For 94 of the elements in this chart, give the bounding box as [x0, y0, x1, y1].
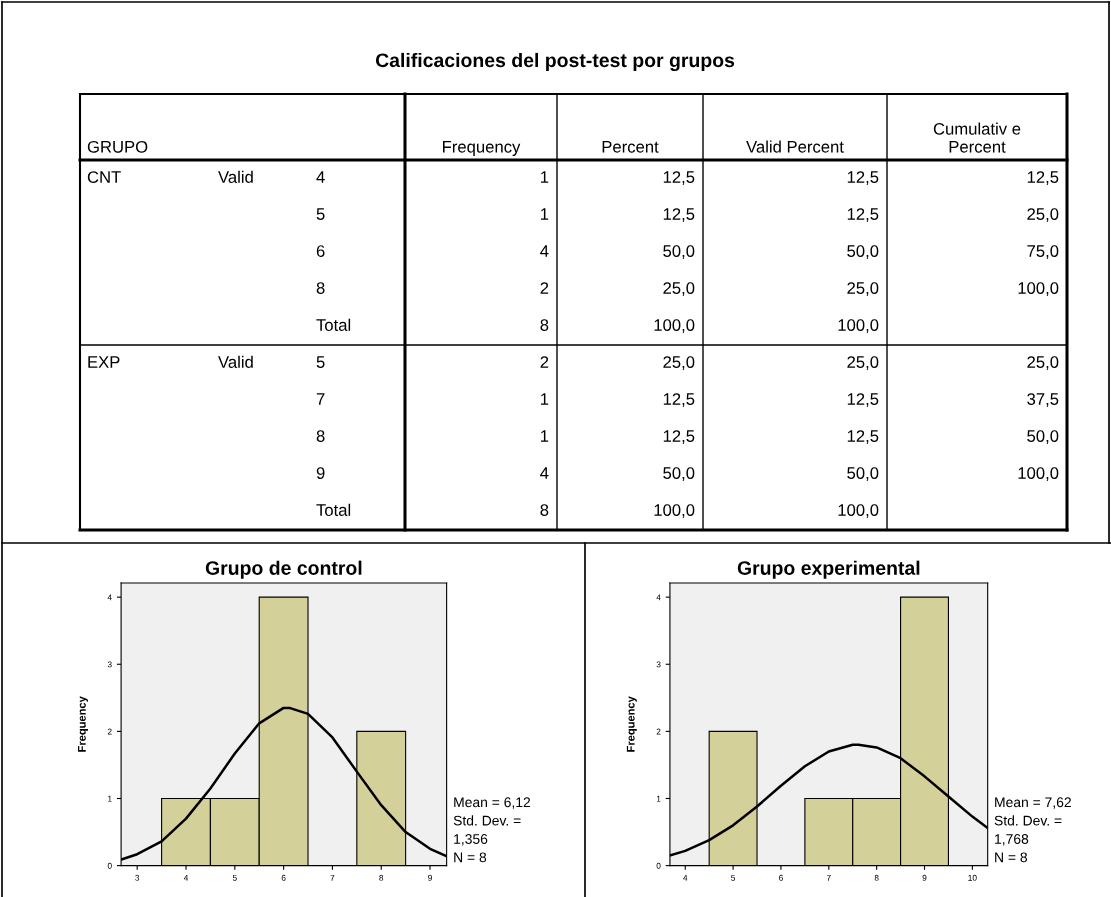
- text: 1,768: [995, 834, 1029, 846]
- x-tick-label: 7: [330, 874, 335, 881]
- text: Mean = 6,12: [454, 797, 531, 809]
- y-axis-title: Frequency: [626, 696, 637, 752]
- text: Total: [316, 318, 351, 331]
- x-tick-label: 5: [232, 874, 237, 881]
- y-tick-label: 2: [656, 728, 661, 735]
- text: Std. Dev. =: [994, 815, 1062, 826]
- text: 4: [316, 171, 325, 183]
- text: 75,0: [1027, 245, 1059, 259]
- x-tick-label: 4: [683, 874, 688, 881]
- text: 50,0: [847, 467, 879, 481]
- y-axis-title: Frequency: [78, 696, 88, 752]
- y-tick-label: 1: [656, 795, 661, 802]
- text: 5: [316, 208, 325, 220]
- text: 1: [541, 208, 549, 220]
- text: 25,0: [847, 282, 879, 296]
- text: 8: [540, 504, 549, 516]
- category-label: Percent: [602, 141, 659, 153]
- text: 50,0: [1027, 430, 1059, 444]
- x-tick-label: 6: [281, 874, 286, 881]
- chart-title: Grupo experimental: [737, 560, 920, 579]
- text: 7: [316, 393, 325, 405]
- y-tick-label: 3: [656, 661, 661, 668]
- text: EXP: [88, 356, 120, 368]
- category-label: Valid Percent: [746, 140, 844, 153]
- text: 12,5: [663, 208, 695, 222]
- text: 25,0: [663, 282, 695, 296]
- text: 25,0: [1027, 356, 1059, 370]
- text: 25,0: [847, 356, 879, 370]
- y-tick-label: 4: [656, 594, 661, 601]
- category-label: GRUPO: [87, 140, 148, 153]
- text: 8: [316, 282, 325, 294]
- text: N = 8: [995, 852, 1028, 863]
- category-label: Cumulativ e Percent: [933, 122, 1021, 153]
- text: 1: [541, 171, 549, 183]
- text: 37,5: [1027, 393, 1059, 407]
- text: N = 8: [454, 852, 487, 863]
- y-tick-label: 2: [107, 728, 112, 735]
- text: 12,5: [847, 393, 879, 407]
- x-tick-label: 3: [135, 874, 140, 881]
- y-tick-label: 3: [107, 661, 112, 668]
- text: Calificaciones del post-test por grupos: [375, 52, 735, 72]
- text: Total: [316, 503, 351, 516]
- text: 2: [540, 356, 549, 368]
- text: 100,0: [654, 319, 695, 333]
- text: Valid: [218, 355, 253, 368]
- text: 50,0: [663, 467, 695, 481]
- text: 12,5: [663, 393, 695, 407]
- text: 100,0: [1018, 282, 1059, 296]
- text: 12,5: [663, 430, 695, 444]
- text: 1,356: [454, 834, 488, 846]
- text: 12,5: [847, 208, 879, 222]
- x-tick-label: 8: [379, 874, 384, 881]
- y-tick-label: 1: [108, 795, 112, 802]
- text: 25,0: [663, 356, 695, 370]
- text: 50,0: [847, 245, 879, 259]
- y-tick-label: 4: [107, 594, 112, 601]
- y-tick-label: 0: [107, 862, 112, 869]
- x-tick-label: 6: [779, 874, 783, 881]
- text: 2: [540, 282, 549, 294]
- text: 100,0: [654, 504, 695, 518]
- text: 25,0: [1027, 208, 1059, 222]
- text: 4: [540, 245, 549, 257]
- text: Valid: [218, 170, 253, 183]
- text: 4: [540, 467, 549, 479]
- text: 8: [316, 430, 325, 442]
- x-tick-label: 9: [922, 874, 927, 881]
- text: 12,5: [663, 171, 695, 185]
- y-tick-label: 0: [656, 862, 661, 869]
- x-tick-label: 8: [874, 874, 879, 881]
- chart-title: Grupo de control: [205, 560, 362, 579]
- x-tick-label: 4: [183, 874, 189, 881]
- text: 100,0: [838, 319, 879, 333]
- text: Std. Dev. =: [453, 815, 521, 826]
- x-tick-label: 5: [731, 874, 736, 881]
- text: 1: [541, 430, 549, 442]
- x-tick-label: 9: [428, 874, 432, 881]
- x-tick-label: 7: [826, 874, 831, 881]
- text: 100,0: [1018, 467, 1059, 481]
- text: 100,0: [838, 504, 879, 518]
- text: 12,5: [847, 430, 879, 444]
- text: 9: [316, 467, 325, 479]
- text: 5: [316, 356, 325, 368]
- text: Mean = 7,62: [995, 797, 1071, 809]
- text: 50,0: [663, 245, 695, 259]
- text: 12,5: [1027, 171, 1059, 185]
- text: 12,5: [847, 171, 879, 185]
- category-label: Frequency: [443, 141, 521, 156]
- text: 8: [540, 319, 549, 331]
- x-tick-label: 10: [968, 874, 977, 881]
- text: CNT: [87, 171, 121, 183]
- text: 6: [316, 245, 325, 257]
- text: 1: [541, 393, 549, 405]
